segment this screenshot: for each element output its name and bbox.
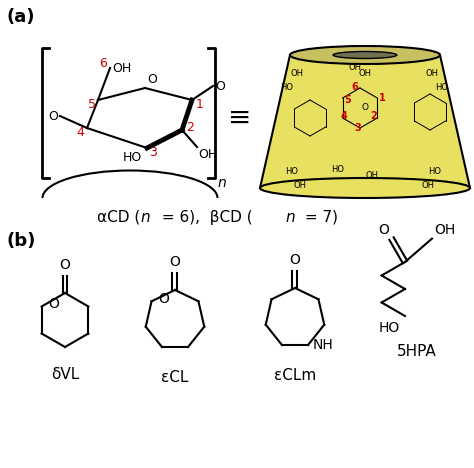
Text: O: O	[170, 255, 181, 269]
Text: HO: HO	[379, 321, 400, 335]
Text: (b): (b)	[6, 232, 36, 250]
Text: O: O	[60, 258, 71, 272]
Text: OH: OH	[348, 64, 362, 73]
Text: O: O	[362, 102, 368, 111]
Text: O: O	[48, 110, 58, 123]
Text: $n$: $n$	[140, 210, 151, 225]
Text: εCLm: εCLm	[274, 368, 316, 383]
Text: O: O	[215, 80, 225, 93]
Text: $n$: $n$	[285, 210, 296, 225]
Text: = 6),  βCD (: = 6), βCD (	[157, 210, 253, 225]
Text: δVL: δVL	[51, 367, 79, 382]
Text: OH: OH	[112, 61, 131, 74]
Text: O: O	[147, 73, 157, 86]
Ellipse shape	[260, 178, 470, 198]
Text: 4: 4	[76, 126, 84, 139]
Text: ≡: ≡	[228, 104, 252, 132]
Text: 5: 5	[88, 98, 96, 111]
Text: αCD (: αCD (	[97, 210, 140, 225]
Text: OH: OH	[421, 181, 435, 190]
Ellipse shape	[290, 46, 440, 64]
Text: 5: 5	[345, 95, 351, 105]
Text: 3: 3	[355, 123, 361, 133]
Text: 5HPA: 5HPA	[397, 344, 437, 359]
Text: NH: NH	[313, 338, 334, 352]
Text: HO: HO	[281, 83, 293, 93]
Polygon shape	[260, 55, 470, 188]
Text: O: O	[49, 298, 60, 312]
Text: 6: 6	[99, 57, 107, 70]
Text: εCL: εCL	[161, 370, 189, 385]
Text: O: O	[379, 223, 390, 237]
Text: HO: HO	[285, 168, 299, 176]
Text: $n$: $n$	[217, 176, 227, 190]
Text: O: O	[158, 292, 169, 306]
Text: 4: 4	[341, 111, 347, 121]
Text: 2: 2	[186, 121, 194, 134]
Text: OH: OH	[293, 181, 307, 190]
Text: HO: HO	[331, 166, 345, 175]
Text: (a): (a)	[6, 8, 35, 26]
Text: 3: 3	[149, 146, 157, 159]
Text: HO: HO	[436, 83, 448, 93]
Text: O: O	[290, 253, 301, 267]
Ellipse shape	[333, 51, 397, 58]
Text: OH: OH	[426, 68, 438, 78]
Text: OH: OH	[198, 148, 217, 161]
Text: HO: HO	[428, 168, 441, 176]
Text: 1: 1	[379, 93, 385, 103]
Text: OH: OH	[358, 68, 372, 78]
Text: HO: HO	[123, 151, 142, 164]
Text: 2: 2	[371, 111, 377, 121]
Text: OH: OH	[434, 223, 455, 237]
Text: OH: OH	[291, 68, 303, 78]
Text: OH: OH	[365, 170, 379, 180]
Text: 1: 1	[196, 98, 204, 111]
Text: 6: 6	[352, 82, 358, 92]
Text: = 7): = 7)	[300, 210, 338, 225]
